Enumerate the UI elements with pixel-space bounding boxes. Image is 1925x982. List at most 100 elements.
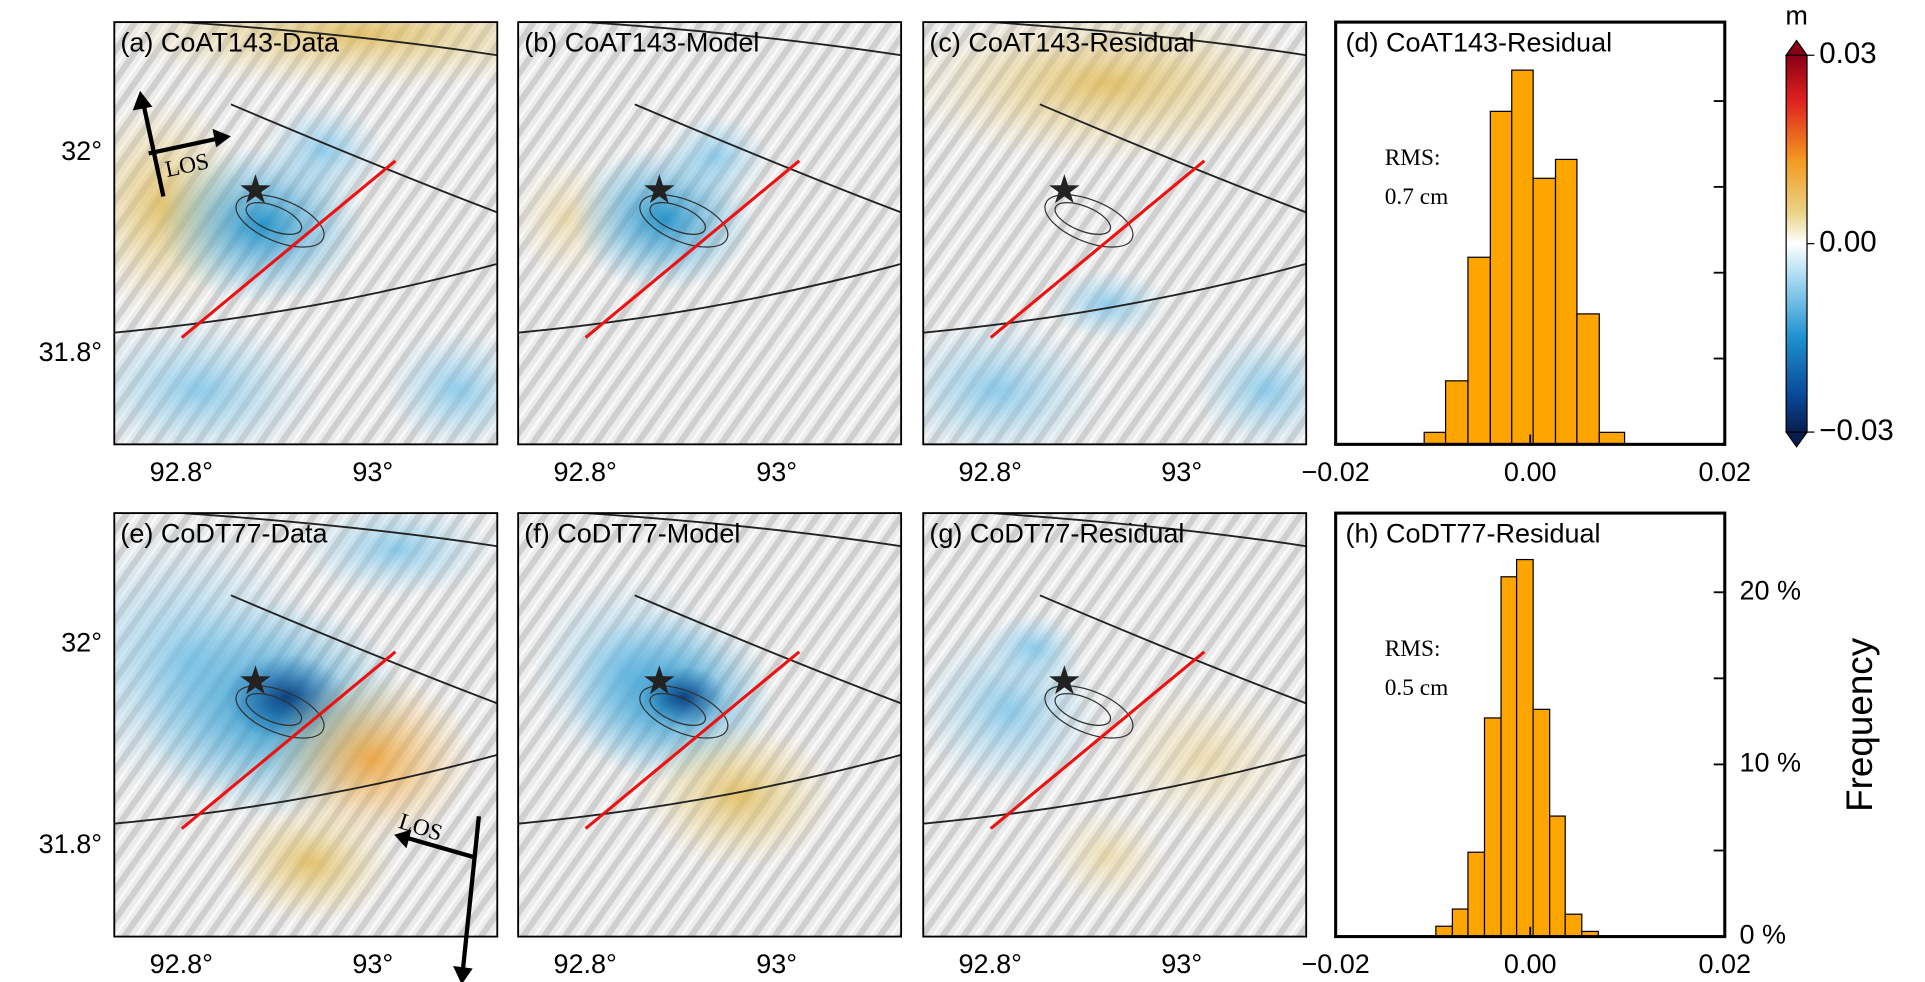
profile (180, 159, 397, 339)
colorbar-extend (1784, 431, 1809, 448)
frame (113, 21, 499, 446)
fault (114, 263, 498, 334)
fault (990, 513, 1307, 548)
bar (1532, 177, 1557, 445)
deformation (298, 513, 495, 600)
bar (1598, 431, 1626, 445)
arrow-head (212, 128, 231, 148)
y-tick-label: 32° (61, 627, 102, 657)
x-tick-label: 93° (352, 949, 393, 979)
panel-title: (a) CoAT143-Data (120, 27, 340, 57)
fault (1039, 594, 1307, 705)
colorbar-tick-label: 0.00 (1819, 225, 1876, 258)
contour (1054, 202, 1112, 235)
fault (585, 513, 902, 548)
profile (989, 650, 1206, 830)
epicenter (644, 174, 675, 204)
contour (1054, 693, 1112, 726)
bar (1467, 256, 1491, 445)
x-tick-label: 92.8° (553, 457, 616, 487)
colorbar-tick-label: 0.03 (1819, 37, 1876, 70)
panel-title: (f) CoDT77-Model (524, 518, 740, 548)
x-tick-label: 92.8° (553, 949, 616, 979)
x-tick-label: 93° (1161, 949, 1202, 979)
contour (1044, 194, 1134, 248)
bar (1515, 558, 1534, 938)
fault (634, 594, 902, 705)
contour (639, 194, 729, 248)
x-tick-label: −0.02 (1301, 949, 1369, 979)
colorbar-extend (1784, 39, 1809, 56)
y-tick-label: 0 % (1740, 920, 1787, 950)
bar (1435, 925, 1454, 938)
annotation: RMS: (1385, 145, 1441, 171)
profile (584, 159, 801, 339)
deformation (659, 114, 770, 201)
contour (235, 194, 325, 248)
x-tick-label: 92.8° (150, 457, 213, 487)
x-tick-label: 92.8° (150, 949, 213, 979)
los-arrow (460, 816, 482, 970)
contour (649, 202, 707, 235)
fault (114, 754, 498, 825)
x-tick-label: 92.8° (959, 457, 1022, 487)
fault (230, 594, 498, 705)
panel-title: (h) CoDT77-Residual (1345, 518, 1600, 548)
panel-title: (c) CoAT143-Residual (929, 27, 1194, 57)
panel-title: (e) CoDT77-Data (120, 518, 328, 548)
deformation (984, 611, 1083, 685)
deformation (1045, 267, 1169, 342)
panel-title: (d) CoAT143-Residual (1345, 27, 1612, 57)
contour (245, 693, 303, 726)
y-tick-label: 32° (61, 136, 102, 166)
epicenter (1049, 174, 1080, 204)
colorbar-label: m (1785, 0, 1808, 30)
bar (1423, 431, 1447, 445)
bar (1489, 110, 1513, 445)
contour (235, 685, 325, 739)
contour (1044, 685, 1134, 739)
x-tick-label: 0.00 (1504, 949, 1557, 979)
frame (113, 512, 499, 938)
epicenter (644, 665, 675, 695)
fault (181, 513, 498, 548)
colorbar-tick-label: −0.03 (1819, 414, 1894, 447)
deformation (114, 22, 498, 90)
map-panel (923, 513, 1307, 937)
annotation: RMS: (1385, 636, 1441, 662)
fault (1039, 103, 1307, 214)
epicenter (240, 665, 271, 695)
frame (517, 512, 903, 938)
deformation (640, 721, 838, 870)
bar (1532, 708, 1551, 938)
bar (1444, 380, 1469, 445)
x-tick-label: −0.02 (1301, 457, 1369, 487)
deformation (1107, 684, 1304, 833)
profile (989, 159, 1206, 339)
x-tick-label: 93° (352, 457, 393, 487)
los-arrow (408, 836, 474, 859)
bar (1451, 908, 1469, 938)
epicenter (1049, 665, 1080, 695)
fault (518, 263, 902, 334)
deformation (923, 316, 1108, 445)
frame (922, 21, 1308, 446)
x-tick-label: 0.02 (1698, 457, 1751, 487)
epicenter (240, 174, 271, 204)
annotation: 0.5 cm (1385, 675, 1448, 701)
los-arrow (148, 136, 218, 156)
x-tick-label: 0.02 (1698, 949, 1751, 979)
deformation (261, 101, 385, 201)
bar (1467, 851, 1486, 938)
deformation (1193, 328, 1307, 445)
arrow-head (453, 966, 473, 982)
map-panel (114, 513, 498, 937)
bar (1554, 158, 1578, 445)
fault (990, 22, 1307, 57)
arrow-head (394, 829, 412, 849)
x-tick-label: 93° (756, 457, 797, 487)
contour (639, 685, 729, 739)
map-panel (518, 22, 902, 445)
frame (517, 21, 903, 446)
